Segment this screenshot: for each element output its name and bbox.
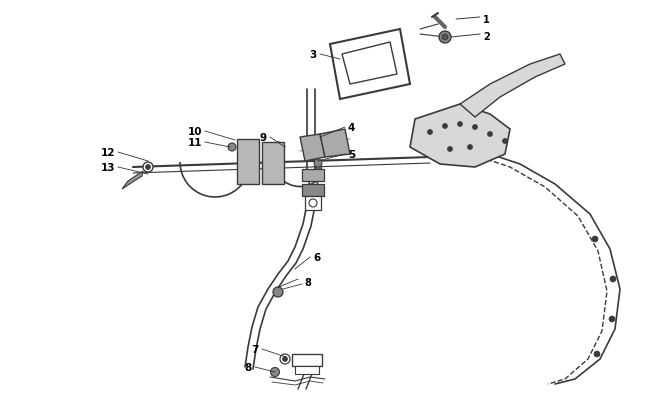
Circle shape <box>447 147 452 152</box>
Text: 2: 2 <box>483 32 489 42</box>
Text: 8: 8 <box>245 362 252 372</box>
Polygon shape <box>410 105 510 168</box>
Circle shape <box>439 32 451 44</box>
Circle shape <box>428 130 432 135</box>
Text: 13: 13 <box>101 162 115 173</box>
Circle shape <box>442 35 448 41</box>
Polygon shape <box>300 135 325 162</box>
Polygon shape <box>122 172 143 190</box>
Text: 3: 3 <box>310 50 317 60</box>
Circle shape <box>270 368 280 377</box>
Circle shape <box>443 124 447 129</box>
Bar <box>302 170 324 181</box>
Bar <box>262 143 284 185</box>
Circle shape <box>610 276 616 282</box>
Text: 12: 12 <box>101 148 115 158</box>
Bar <box>305 196 321 211</box>
Polygon shape <box>320 130 350 158</box>
Text: 9: 9 <box>260 133 267 143</box>
Circle shape <box>228 144 236 151</box>
Text: 6: 6 <box>313 252 320 262</box>
Circle shape <box>467 145 473 150</box>
Bar <box>237 140 259 185</box>
Text: 7: 7 <box>252 344 259 354</box>
Circle shape <box>502 139 508 144</box>
Text: 1: 1 <box>483 15 489 25</box>
Circle shape <box>143 162 153 173</box>
Circle shape <box>488 132 493 137</box>
Polygon shape <box>330 30 410 100</box>
Polygon shape <box>460 55 565 118</box>
Circle shape <box>594 351 600 357</box>
Bar <box>315 162 321 179</box>
Circle shape <box>309 200 317 207</box>
Circle shape <box>592 237 598 243</box>
Bar <box>292 354 322 366</box>
Text: 4: 4 <box>348 123 356 133</box>
Circle shape <box>146 165 151 170</box>
Circle shape <box>314 160 322 168</box>
Polygon shape <box>342 43 397 85</box>
Text: 8: 8 <box>304 277 311 287</box>
Circle shape <box>458 122 463 127</box>
Text: 11: 11 <box>187 138 202 148</box>
Bar <box>302 185 324 196</box>
Text: 5: 5 <box>348 149 356 160</box>
Circle shape <box>280 354 290 364</box>
Circle shape <box>473 125 478 130</box>
Circle shape <box>283 357 287 362</box>
Circle shape <box>273 287 283 297</box>
Text: 10: 10 <box>187 127 202 136</box>
Bar <box>295 366 319 374</box>
Circle shape <box>609 316 615 322</box>
